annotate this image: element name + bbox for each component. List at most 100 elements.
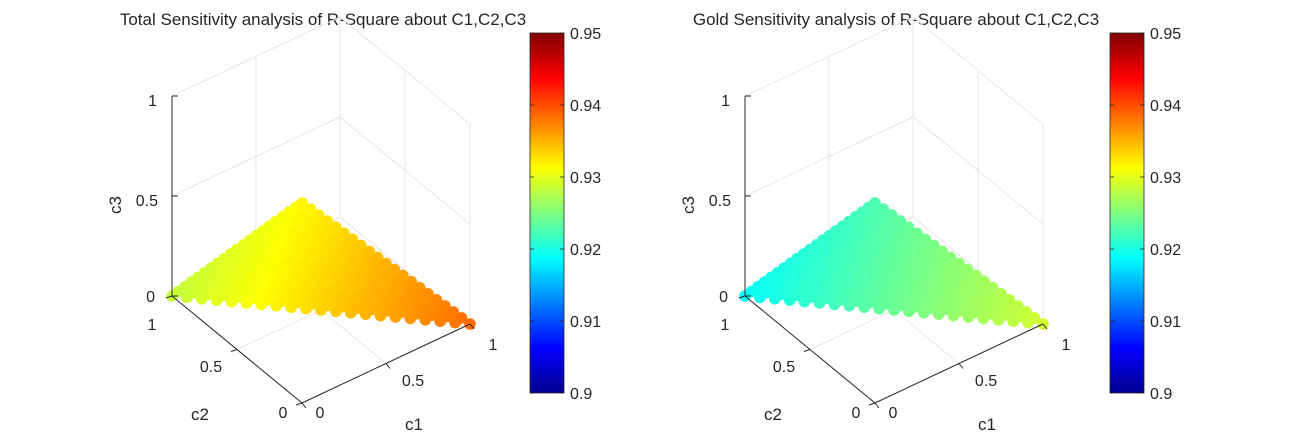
x-tick-mark	[958, 363, 964, 369]
colorbar-tick-0.93: 0.93	[1150, 170, 1181, 187]
scatter-point	[439, 300, 451, 312]
scatter-points	[166, 197, 476, 330]
scatter-point	[944, 251, 957, 264]
x-tick-mark	[469, 323, 475, 330]
colorbar-tick-0.92: 0.92	[1150, 242, 1181, 259]
z-tick-0: 0	[719, 289, 728, 306]
colorbar-tick-0.92: 0.92	[570, 242, 601, 259]
x-tick-mark	[1042, 323, 1048, 330]
y-axis-label: c2	[191, 405, 209, 424]
scatter-point	[902, 221, 915, 233]
colorbar-tick-0.94: 0.94	[1150, 98, 1181, 115]
scatter-point	[928, 239, 940, 252]
grid-line	[744, 16, 914, 97]
x-axis-label: c1	[978, 415, 996, 434]
colorbar-gradient	[1109, 32, 1145, 394]
y-axis-label: c2	[764, 405, 782, 424]
scatter-point	[338, 227, 350, 240]
grid-line	[744, 116, 914, 197]
scatter-point	[1012, 300, 1024, 312]
panel-gold: Gold Sensitivity analysis of R-Square ab…	[679, 10, 1181, 434]
scatter-point	[413, 281, 426, 294]
z-tick-0: 0	[146, 289, 155, 306]
grid-line	[912, 16, 1044, 125]
scatter-point	[329, 221, 342, 233]
scatter-point	[869, 197, 881, 209]
y-tick-1: 1	[721, 317, 730, 334]
scatter-point	[363, 245, 376, 258]
y-tick-mark	[738, 295, 746, 299]
scatter-point	[296, 197, 308, 209]
y-tick-mark	[868, 402, 876, 406]
y-tick-mark	[165, 295, 173, 299]
z-axis-label: c3	[106, 196, 125, 214]
scatter-point	[355, 239, 367, 252]
x-tick-05: 0.5	[975, 373, 997, 390]
scatter-point	[894, 215, 906, 227]
grid-line	[339, 16, 471, 125]
scatter-point	[986, 281, 999, 294]
scatter-point	[371, 251, 384, 264]
grid-line	[912, 116, 1044, 225]
colorbar-gradient	[529, 32, 565, 394]
panel-total: Total Sensitivity analysis of R-Square a…	[106, 10, 601, 434]
x-tick-1: 1	[1062, 337, 1071, 354]
scatter-point	[877, 203, 890, 215]
scatter-point	[1003, 294, 1016, 306]
colorbar-tick-0.91: 0.91	[570, 314, 601, 331]
scatter-point	[978, 275, 990, 288]
scatter-point	[961, 263, 974, 276]
plot-title: Total Sensitivity analysis of R-Square a…	[120, 10, 526, 29]
y-tick-0: 0	[279, 405, 288, 422]
scatter-point	[953, 257, 965, 270]
y-tick-05: 0.5	[200, 359, 222, 376]
colorbar-tick-0.95: 0.95	[1150, 26, 1181, 43]
scatter-points	[739, 197, 1049, 330]
plot-title: Gold Sensitivity analysis of R-Square ab…	[693, 10, 1099, 29]
y-tick-05: 0.5	[773, 359, 795, 376]
y-tick-0: 0	[852, 405, 861, 422]
scatter-point	[397, 269, 409, 282]
x-tick-1: 1	[489, 337, 498, 354]
colorbar: 0.9 0.91 0.92 0.93 0.94 0.95	[529, 26, 601, 403]
scatter-point	[346, 233, 359, 246]
x-tick-0: 0	[316, 405, 325, 422]
colorbar-tick-0.9: 0.9	[570, 386, 592, 403]
scatter-point	[388, 263, 401, 276]
x-tick-mark	[301, 402, 307, 409]
colorbar-tick-0.91: 0.91	[1150, 314, 1181, 331]
x-tick-0: 0	[889, 405, 898, 422]
x-tick-mark	[874, 402, 880, 409]
scatter-point	[405, 275, 418, 288]
z-tick-1: 1	[721, 93, 730, 110]
scatter-point	[422, 288, 434, 300]
colorbar-tick-0.95: 0.95	[570, 26, 601, 43]
scatter-point	[936, 245, 948, 258]
grid-line	[339, 116, 471, 225]
axes-box	[165, 95, 475, 409]
y-tick-1: 1	[148, 317, 157, 334]
x-tick-mark	[385, 363, 391, 369]
scatter-point	[919, 233, 932, 246]
grid-line	[171, 116, 341, 197]
scatter-point	[313, 209, 325, 221]
colorbar: 0.9 0.91 0.92 0.93 0.94 0.95	[1109, 26, 1181, 403]
scatter-point	[447, 306, 460, 318]
z-tick-05: 0.5	[136, 193, 158, 210]
colorbar-tick-0.9: 0.9	[1150, 386, 1172, 403]
scatter-point	[1028, 312, 1041, 324]
z-tick-1: 1	[148, 93, 157, 110]
axes-box	[738, 95, 1048, 409]
z-tick-05: 0.5	[709, 193, 731, 210]
scatter-point	[911, 227, 923, 240]
colorbar-tick-0.94: 0.94	[570, 98, 601, 115]
scatter-point	[430, 294, 443, 306]
scatter-point	[886, 209, 898, 221]
scatter-point	[995, 288, 1007, 300]
scatter-point	[970, 269, 982, 282]
z-axis-label: c3	[679, 196, 698, 214]
y-tick-mark	[230, 349, 238, 352]
x-tick-05: 0.5	[402, 373, 424, 390]
y-tick-mark	[803, 349, 811, 352]
